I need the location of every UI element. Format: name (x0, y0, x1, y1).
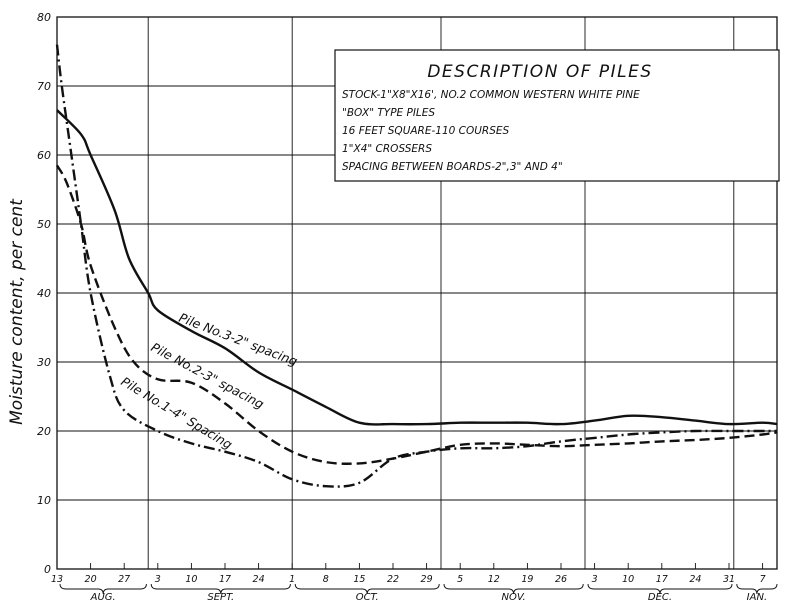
y-tick-label: 50 (37, 218, 51, 231)
x-tick-label: 13 (51, 574, 63, 585)
x-tick-label: 27 (118, 574, 130, 585)
series-line-2 (55, 164, 778, 465)
description-line-1: STOCK-1"X8"X16', NO.2 COMMON WESTERN WHI… (342, 89, 640, 101)
x-tick-label: 10 (622, 574, 634, 585)
month-label: JAN. (745, 592, 767, 600)
x-tick-label: 10 (185, 574, 197, 585)
month-label: NOV. (501, 592, 525, 600)
month-label: OCT. (356, 592, 379, 600)
x-tick-label: 17 (219, 574, 231, 585)
x-tick-label: 20 (85, 574, 97, 585)
series-line-3 (55, 44, 777, 488)
description-box: DESCRIPTION OF PILES STOCK-1"X8"X16', NO… (334, 49, 780, 182)
x-tick-label: 24 (689, 574, 701, 585)
x-tick-label: 24 (253, 574, 265, 585)
y-axis-label: Moisture content, per cent (7, 198, 27, 425)
month-label: AUG. (90, 592, 116, 600)
x-tick-label: 26 (555, 574, 567, 585)
y-tick-label: 0 (44, 563, 51, 576)
x-tick-label: 8 (323, 574, 329, 585)
y-tick-label: 60 (37, 149, 51, 162)
y-ticks: 0 10 20 30 40 50 60 70 80 (37, 11, 51, 576)
x-tick-label: 15 (353, 574, 365, 585)
y-tick-label: 10 (37, 494, 51, 507)
description-line-4: 1"X4" CROSSERS (342, 143, 432, 155)
x-ticks: 13 20 27 3 10 17 24 1 8 15 22 29 5 12 19 26 3 10 17 24 31 7 (51, 563, 766, 585)
y-tick-label: 40 (37, 287, 51, 300)
description-title: DESCRIPTION OF PILES (427, 62, 652, 82)
description-line-5: SPACING BETWEEN BOARDS-2",3" AND 4" (342, 161, 563, 173)
month-labels: AUG. SEPT. OCT. NOV. DEC. JAN. (59, 583, 778, 600)
x-tick-label: 3 (155, 574, 161, 585)
x-tick-label: 22 (387, 574, 399, 585)
series-lines (55, 44, 778, 488)
x-tick-label: 7 (760, 574, 766, 585)
month-brace (294, 583, 440, 595)
x-tick-label: 3 (592, 574, 598, 585)
x-tick-label: 19 (521, 574, 533, 585)
month-brace (150, 583, 291, 595)
y-tick-label: 20 (37, 425, 51, 438)
y-tick-label: 30 (37, 356, 51, 369)
x-tick-label: 17 (656, 574, 668, 585)
description-line-2: "BOX" TYPE PILES (342, 107, 435, 119)
month-brace (443, 583, 584, 595)
description-line-3: 16 FEET SQUARE-110 COURSES (342, 125, 510, 137)
x-tick-label: 12 (488, 574, 500, 585)
x-tick-label: 29 (421, 574, 433, 585)
description-box-border (334, 49, 780, 182)
month-label: DEC. (648, 592, 672, 600)
month-label: SEPT. (207, 592, 234, 600)
series-line-1 (56, 109, 778, 426)
month-brace (59, 583, 147, 595)
month-brace (736, 583, 778, 595)
y-tick-label: 70 (37, 80, 51, 93)
y-tick-label: 80 (37, 11, 51, 24)
month-brace (587, 583, 733, 595)
x-tick-label: 5 (457, 574, 463, 585)
x-tick-label: 1 (289, 574, 295, 585)
x-tick-label: 31 (723, 574, 735, 585)
